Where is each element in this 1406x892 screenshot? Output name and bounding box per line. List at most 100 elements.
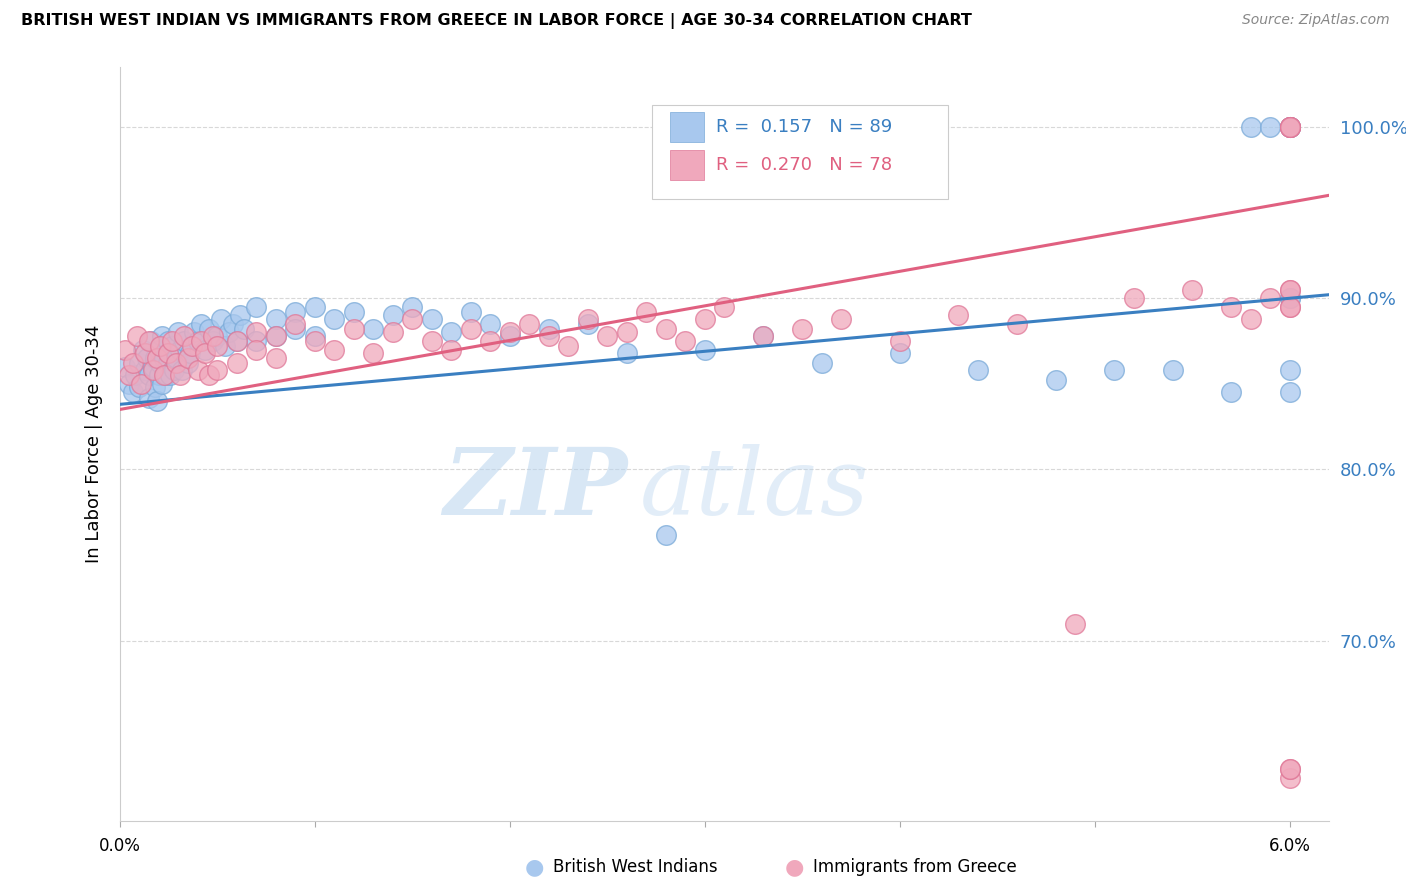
Point [616,326,638,340]
Point [1278,300,1301,314]
Point [135,351,157,365]
Point [654,322,676,336]
Point [173,334,195,348]
Point [752,329,775,343]
Point [673,334,696,348]
Point [194,343,217,357]
Point [304,300,326,314]
Point [173,329,195,343]
Point [440,326,463,340]
Point [142,363,165,377]
Point [1278,291,1301,305]
Point [342,322,364,336]
Point [209,311,232,326]
Point [221,317,243,331]
Point [616,346,638,360]
Point [245,300,267,314]
Point [304,334,326,348]
Point [198,368,221,383]
Point [194,346,217,360]
Point [1278,120,1301,134]
Point [752,329,775,343]
Point [145,351,167,365]
Point [830,311,852,326]
Point [163,363,186,377]
Text: British West Indians: British West Indians [553,858,717,876]
Point [596,329,619,343]
Point [170,363,193,377]
Point [342,305,364,319]
Point [160,339,183,353]
Point [1278,771,1301,785]
Point [118,368,141,383]
Point [323,343,346,357]
Point [693,311,716,326]
Point [165,356,187,370]
Point [1161,363,1184,377]
Point [128,380,150,394]
Point [245,334,267,348]
Point [225,356,247,370]
Point [149,356,172,370]
Bar [669,112,703,143]
Point [420,334,443,348]
Point [134,346,156,360]
Point [159,368,181,383]
Text: atlas: atlas [640,444,869,534]
Point [205,363,228,377]
Point [381,326,404,340]
Point [245,343,267,357]
Point [654,527,676,541]
FancyBboxPatch shape [651,104,948,199]
Point [401,311,423,326]
Point [1278,283,1301,297]
Point [557,339,579,353]
Point [190,334,212,348]
Point [139,334,162,348]
Point [229,308,252,322]
Point [401,300,423,314]
Point [1278,120,1301,134]
Point [122,356,145,370]
Point [284,305,307,319]
Point [420,311,443,326]
Point [160,334,183,348]
Point [1278,283,1301,297]
Point [460,305,482,319]
Point [1278,762,1301,776]
Text: BRITISH WEST INDIAN VS IMMIGRANTS FROM GREECE IN LABOR FORCE | AGE 30-34 CORRELA: BRITISH WEST INDIAN VS IMMIGRANTS FROM G… [21,13,972,29]
Point [498,326,520,340]
Point [114,359,136,374]
Point [264,351,287,365]
Point [693,343,716,357]
Point [138,334,160,348]
Point [1278,120,1301,134]
Y-axis label: In Labor Force | Age 30-34: In Labor Force | Age 30-34 [84,325,103,563]
Point [966,363,988,377]
Point [460,322,482,336]
Point [1278,120,1301,134]
Point [153,368,176,383]
Point [143,380,166,394]
Bar [669,150,703,180]
Point [157,334,180,348]
Point [118,376,141,391]
Point [889,346,911,360]
Text: Immigrants from Greece: Immigrants from Greece [813,858,1017,876]
Point [323,311,346,326]
Point [517,317,540,331]
Point [479,334,502,348]
Point [284,322,307,336]
Point [1278,762,1301,776]
Point [132,343,155,357]
Point [1240,311,1263,326]
Text: 6.0%: 6.0% [1268,838,1310,855]
Point [440,343,463,357]
Text: R =  0.270   N = 78: R = 0.270 N = 78 [716,156,891,174]
Point [479,317,502,331]
Point [381,308,404,322]
Point [153,351,176,365]
Point [125,329,148,343]
Point [169,343,191,357]
Point [1220,385,1243,400]
